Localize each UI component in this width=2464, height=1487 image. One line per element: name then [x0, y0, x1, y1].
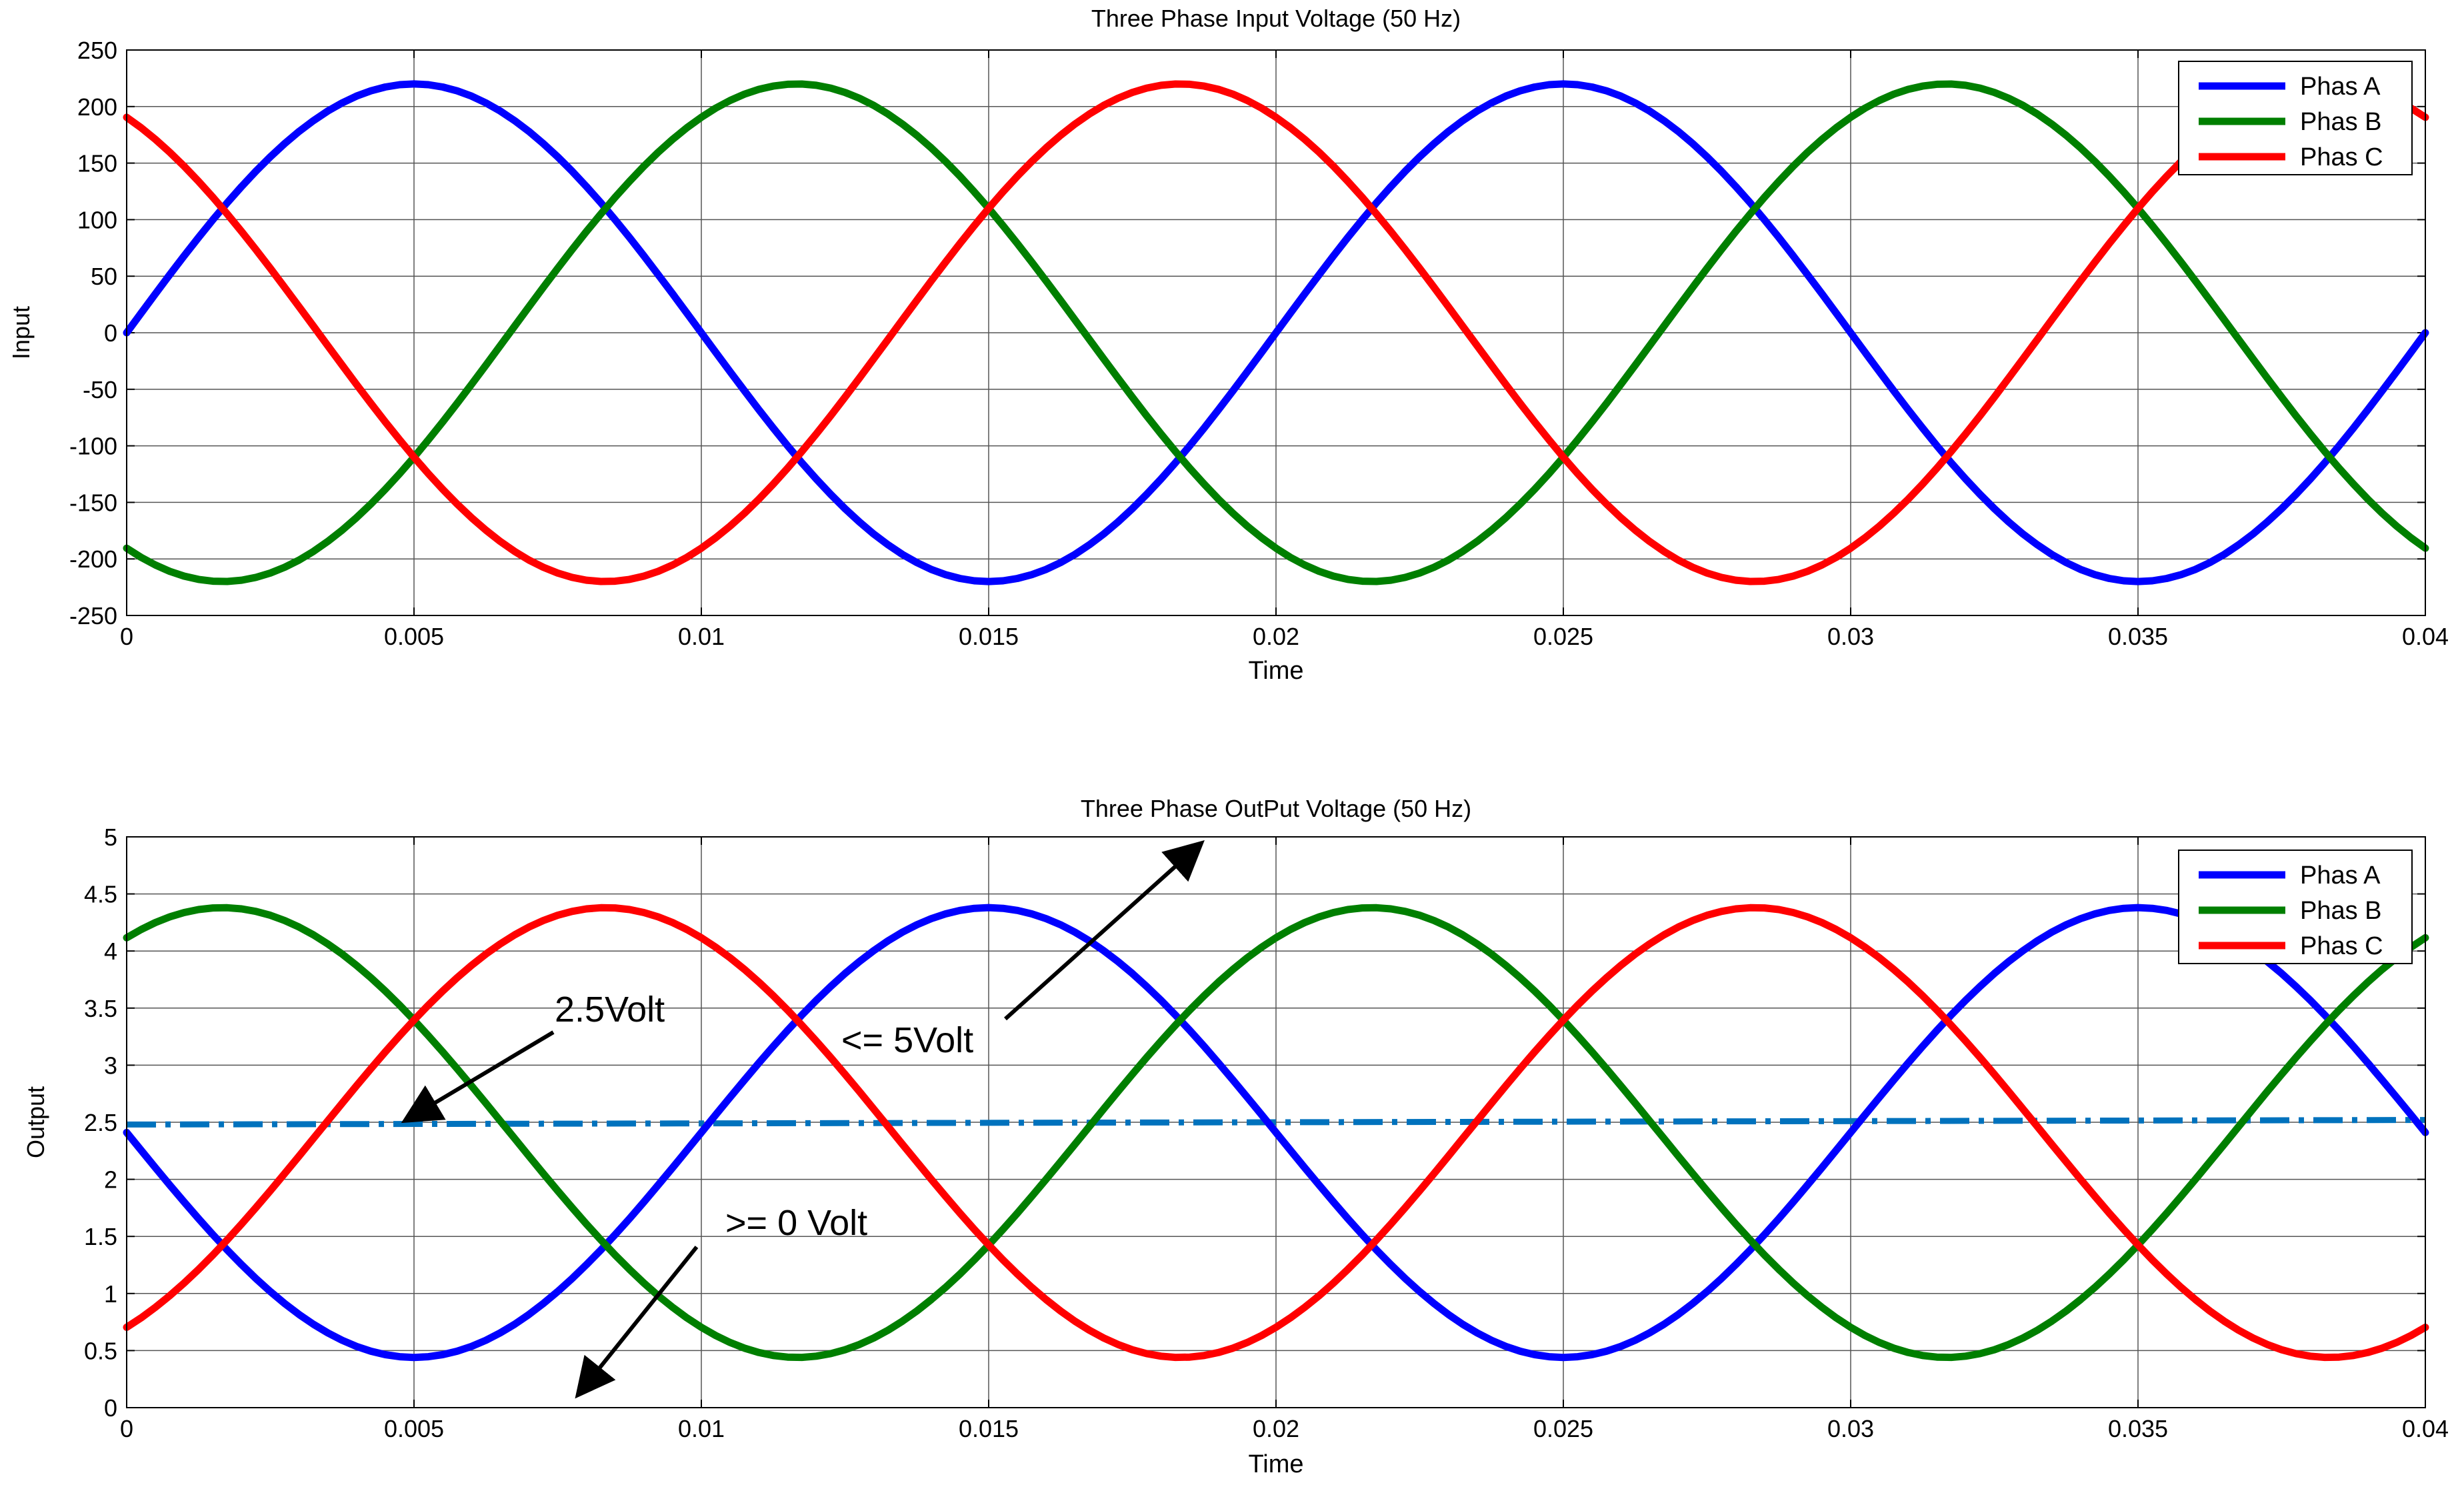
input-y-tick-label: 100 — [77, 206, 117, 233]
input-y-tick-label: -250 — [69, 602, 117, 629]
input-legend-label-c: Phas C — [2300, 143, 2383, 171]
output-y-tick-label: 0.5 — [84, 1337, 117, 1364]
output-series-c-line — [123, 904, 2429, 1362]
input-x-tick-label: 0 — [120, 623, 133, 650]
input-chart-legend: Phas A Phas B Phas C — [2178, 61, 2413, 175]
input-y-tick-label: -50 — [83, 376, 117, 403]
output-chart-annotations: 2.5Volt <= 5Volt >= 0 Volt — [401, 840, 1205, 1399]
annotation-2-5-volt-arrow — [401, 1030, 555, 1124]
input-y-tick-label: -150 — [69, 489, 117, 516]
input-chart-x-ticks: 0 0.005 0.01 0.015 0.02 0.025 0.03 0.035 0.04 — [120, 623, 2449, 650]
input-y-tick-label: 0 — [104, 319, 117, 347]
input-y-tick-label: 200 — [77, 93, 117, 121]
annotation-min-0-volt: >= 0 Volt — [725, 1203, 867, 1243]
input-x-tick-label: 0.005 — [384, 623, 444, 650]
input-chart: Three Phase Input Voltage (50 Hz) 0 0.005… — [7, 5, 2449, 685]
output-chart-reference-line — [126, 1117, 2426, 1128]
input-chart-title: Three Phase Input Voltage (50 Hz) — [1091, 5, 1461, 32]
output-chart-plot-area — [123, 836, 2429, 1408]
input-legend-label-b: Phas B — [2300, 108, 2382, 136]
input-x-tick-label: 0.035 — [2108, 623, 2168, 650]
output-y-tick-label: 5 — [104, 824, 117, 851]
output-series-a-line — [123, 904, 2429, 1362]
output-legend-label-c: Phas C — [2300, 932, 2383, 960]
input-y-tick-label: -100 — [69, 433, 117, 460]
input-chart-x-axis-label: Time — [1248, 657, 1303, 685]
input-y-tick-label: 50 — [91, 263, 117, 290]
annotation-max-5-volt: <= 5Volt — [841, 1020, 973, 1060]
output-series-b-line — [123, 904, 2429, 1362]
output-y-tick-label: 0 — [104, 1394, 117, 1422]
input-legend-label-a: Phas A — [2300, 73, 2381, 101]
output-chart-title: Three Phase OutPut Voltage (50 Hz) — [1081, 795, 1471, 822]
input-x-tick-label: 0.025 — [1533, 623, 1593, 650]
output-y-tick-label: 2 — [104, 1166, 117, 1194]
input-x-tick-label: 0.02 — [1253, 623, 1299, 650]
input-x-tick-label: 0.03 — [1827, 623, 1874, 650]
input-x-tick-label: 0.04 — [2402, 623, 2449, 650]
output-x-tick-label: 0.02 — [1253, 1415, 1299, 1442]
output-x-tick-label: 0 — [120, 1415, 133, 1442]
output-x-tick-label: 0.04 — [2402, 1415, 2449, 1442]
input-chart-plot-area — [123, 49, 2429, 616]
input-y-tick-label: 150 — [77, 150, 117, 177]
input-y-tick-label: -200 — [69, 545, 117, 573]
annotation-2-5-volt: 2.5Volt — [555, 990, 665, 1030]
output-y-tick-label: 1 — [104, 1280, 117, 1308]
output-x-tick-label: 0.03 — [1827, 1415, 1874, 1442]
input-chart-y-axis-label: Input — [7, 306, 35, 359]
output-chart-x-axis-label: Time — [1248, 1450, 1303, 1478]
output-chart-frame — [126, 836, 2426, 1408]
output-y-tick-label: 3.5 — [84, 995, 117, 1022]
input-series-a-line — [123, 80, 2429, 585]
output-chart-grid — [126, 836, 2426, 1408]
output-x-tick-label: 0.005 — [384, 1415, 444, 1442]
output-chart-legend: Phas A Phas B Phas C — [2178, 850, 2413, 964]
output-y-tick-label: 4.5 — [84, 881, 117, 908]
output-chart-series — [123, 904, 2429, 1362]
input-x-tick-label: 0.015 — [959, 623, 1019, 650]
output-legend-label-a: Phas A — [2300, 862, 2381, 890]
output-x-tick-label: 0.025 — [1533, 1415, 1593, 1442]
input-series-c-line — [123, 80, 2429, 585]
input-chart-series — [123, 80, 2429, 585]
output-chart-x-ticks: 0 0.005 0.01 0.015 0.02 0.025 0.03 0.035 0.04 — [120, 1415, 2449, 1442]
input-chart-frame — [126, 49, 2426, 616]
output-chart-y-axis-label: Output — [22, 1086, 49, 1158]
output-y-tick-label: 3 — [104, 1052, 117, 1079]
output-y-tick-label: 4 — [104, 938, 117, 965]
annotation-max-5-volt-arrow — [1003, 840, 1205, 1021]
input-x-tick-label: 0.01 — [678, 623, 725, 650]
output-chart: Three Phase OutPut Voltage (50 Hz) 0 0.00… — [22, 795, 2449, 1478]
output-y-tick-label: 1.5 — [84, 1223, 117, 1250]
input-series-b-line — [123, 80, 2429, 585]
reference-line-2-5-volt — [126, 1117, 2426, 1128]
input-chart-grid — [126, 49, 2426, 616]
output-legend-label-b: Phas B — [2300, 897, 2382, 925]
input-chart-y-ticks: 250 200 150 100 50 0 -50 -100 -150 -200 -250 — [69, 37, 117, 629]
output-x-tick-label: 0.015 — [959, 1415, 1019, 1442]
output-x-tick-label: 0.035 — [2108, 1415, 2168, 1442]
input-y-tick-label: 250 — [77, 37, 117, 64]
output-y-tick-label: 2.5 — [84, 1109, 117, 1136]
annotation-min-0-volt-arrow — [575, 1246, 699, 1399]
output-x-tick-label: 0.01 — [678, 1415, 725, 1442]
output-chart-y-ticks: 5 4.5 4 3.5 3 2.5 2 1.5 1 0.5 0 — [84, 824, 117, 1422]
